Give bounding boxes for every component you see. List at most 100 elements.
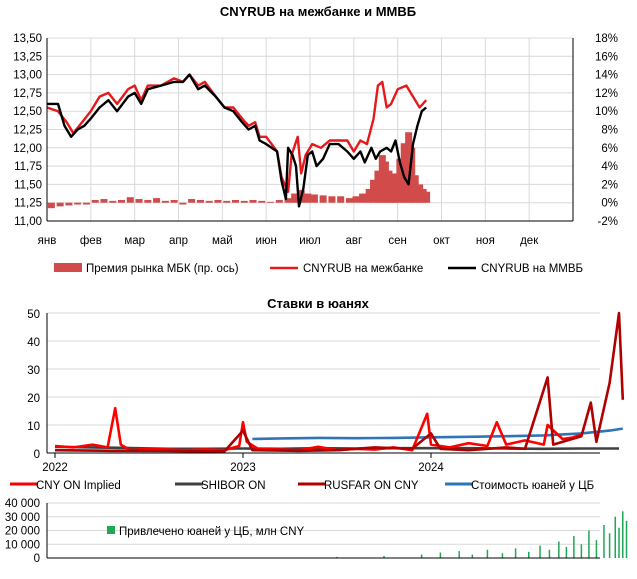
chart1-y-tick-label: 12,50 bbox=[13, 106, 42, 118]
chart1-premium-bar bbox=[359, 193, 367, 203]
chart1-premium-bar bbox=[91, 199, 99, 203]
chart1-y2-tick-label: 4% bbox=[601, 161, 618, 173]
chart1-premium-bar bbox=[291, 193, 299, 203]
chart1-x-tick-label: апр bbox=[169, 235, 188, 247]
chart1-premium-bar bbox=[319, 195, 327, 203]
chart1-premium-bar bbox=[337, 196, 345, 203]
chart3-bar bbox=[588, 530, 590, 558]
chart3-bar bbox=[458, 551, 460, 558]
chart1-premium-bar bbox=[144, 199, 152, 203]
chart1-x-tick-label: сен bbox=[388, 235, 407, 247]
chart3-bar bbox=[565, 547, 568, 558]
chart1-y-tick-label: 11,75 bbox=[14, 161, 42, 173]
chart1-premium-bar bbox=[179, 202, 187, 205]
chart1-y-tick-label: 11,25 bbox=[14, 198, 42, 210]
chart1-premium-bar bbox=[109, 200, 117, 203]
chart2-cny-on-implied-line bbox=[54, 406, 582, 452]
chart2-cb-cny-cost-line bbox=[252, 427, 623, 441]
chart3-bar bbox=[603, 525, 605, 558]
legend-swatch-cb-borrowed bbox=[107, 526, 115, 534]
chart1-y-tick-label: 13,25 bbox=[13, 51, 42, 63]
chart1-premium-bar bbox=[214, 199, 222, 203]
chart1-legend: Премия рынка МБК (пр. ось) CNYRUB на межб… bbox=[54, 263, 583, 275]
legend-label-cb-borrowed: Привлечено юаней у ЦБ, млн CNY bbox=[119, 526, 305, 538]
chart1-axes: 11,00 11,25 11,50 11,75 12,00 12,25 12,50 12,75… bbox=[13, 33, 618, 247]
chart2-y-tick-label: 20 bbox=[27, 393, 40, 405]
chart2-lines bbox=[54, 311, 625, 453]
chart3-y-tick-label: 10 000 bbox=[5, 539, 40, 551]
chart1-premium-bar bbox=[249, 199, 257, 203]
chart3-bar bbox=[514, 548, 517, 558]
chart2-y-tick-label: 50 bbox=[27, 309, 40, 321]
chart3-bar bbox=[548, 549, 551, 558]
chart1-y-tick-label: 11,50 bbox=[14, 179, 42, 191]
chart1-premium-bar bbox=[65, 202, 73, 206]
chart1-y-tick-label: 12,25 bbox=[13, 125, 42, 137]
chart3-bar bbox=[528, 551, 530, 558]
chart1-y-tick-label: 12,00 bbox=[13, 143, 42, 155]
chart1-x-tick-label: окт bbox=[433, 235, 451, 247]
chart1-y2-tick-label: 0% bbox=[601, 198, 618, 210]
chart1-x-tick-label: июн bbox=[255, 235, 276, 247]
chart3-bars bbox=[298, 511, 628, 558]
chart1-y2-tick-label: 18% bbox=[595, 33, 618, 45]
legend-label-mmvb: CNYRUB на ММВБ bbox=[481, 263, 583, 275]
chart1-premium-bar bbox=[411, 175, 419, 203]
chart1-lines bbox=[46, 73, 428, 208]
chart1-premium-bar bbox=[381, 161, 389, 203]
chart1-premium-bar bbox=[304, 193, 312, 203]
chart2: Ставки в юанях 0 10 20 30 40 50 2022 2023 2024 C… bbox=[10, 296, 625, 492]
chart1-premium-bar bbox=[126, 197, 134, 203]
chart1-premium-bar bbox=[400, 143, 408, 203]
chart3-bar bbox=[580, 544, 583, 558]
legend-label-shibor-on: SHIBOR ON bbox=[201, 480, 266, 492]
chart1-premium-bar bbox=[365, 188, 373, 203]
chart1-premium-bar bbox=[153, 198, 161, 203]
chart1-x-tick-label: май bbox=[212, 235, 233, 247]
chart1-premium-bar bbox=[240, 200, 248, 203]
chart3-bar bbox=[614, 516, 616, 558]
chart1-y-tick-label: 11,00 bbox=[14, 216, 42, 228]
chart1-premium-bars bbox=[47, 132, 431, 209]
chart1-premium-bar bbox=[374, 170, 382, 203]
chart2-x-tick-label: 2023 bbox=[230, 462, 256, 474]
chart1-y-tick-label: 13,50 bbox=[13, 33, 42, 45]
chart1-premium-bar bbox=[74, 202, 82, 205]
chart3-bar bbox=[486, 549, 489, 558]
chart1-premium-bar bbox=[47, 202, 55, 209]
chart1-premium-bar bbox=[275, 199, 283, 203]
chart1-x-tick-label: авг bbox=[345, 235, 362, 247]
legend-label-cb-cny-cost: Стоимость юаней у ЦБ bbox=[471, 480, 594, 492]
chart1-premium-bar bbox=[370, 179, 378, 203]
chart1-x-tick-label: июл bbox=[299, 235, 321, 247]
legend-label-cny-on-implied: CNY ON Implied bbox=[36, 480, 121, 492]
chart1-premium-bar bbox=[396, 158, 404, 203]
chart3-bar bbox=[471, 554, 474, 558]
chart3-bar bbox=[618, 527, 620, 558]
chart3-bar bbox=[336, 556, 338, 558]
chart1-premium-bar bbox=[100, 199, 108, 203]
chart2-y-tick-label: 0 bbox=[34, 449, 40, 461]
chart1-premium-bar bbox=[223, 200, 231, 203]
chart1-x-tick-label: янв bbox=[38, 235, 57, 247]
chart1-y2-tick-label: 6% bbox=[601, 143, 618, 155]
legend-label-rusfar-on-cny: RUSFAR ON CNY bbox=[324, 480, 419, 492]
chart1-premium-bar bbox=[82, 202, 90, 205]
chart1-premium-bar bbox=[352, 196, 360, 203]
chart2-grid bbox=[47, 312, 600, 454]
chart1: CNYRUB на межбанке и ММВБ 11,00 11,25 11,5… bbox=[13, 4, 618, 275]
chart1-premium-bar bbox=[310, 194, 318, 203]
legend-swatch-premium bbox=[54, 263, 82, 272]
chart1-mmvb-line bbox=[47, 73, 427, 208]
chart1-x-tick-label: ноя bbox=[476, 235, 495, 247]
chart1-x-tick-label: мар bbox=[124, 235, 145, 247]
chart1-premium-bar bbox=[391, 173, 399, 203]
chart1-premium-bar bbox=[205, 200, 213, 203]
chart3-bar bbox=[558, 541, 560, 558]
chart1-premium-bar bbox=[135, 199, 143, 203]
chart1-y2-tick-label: -2% bbox=[598, 216, 618, 228]
chart1-y-tick-label: 12,75 bbox=[13, 88, 42, 100]
